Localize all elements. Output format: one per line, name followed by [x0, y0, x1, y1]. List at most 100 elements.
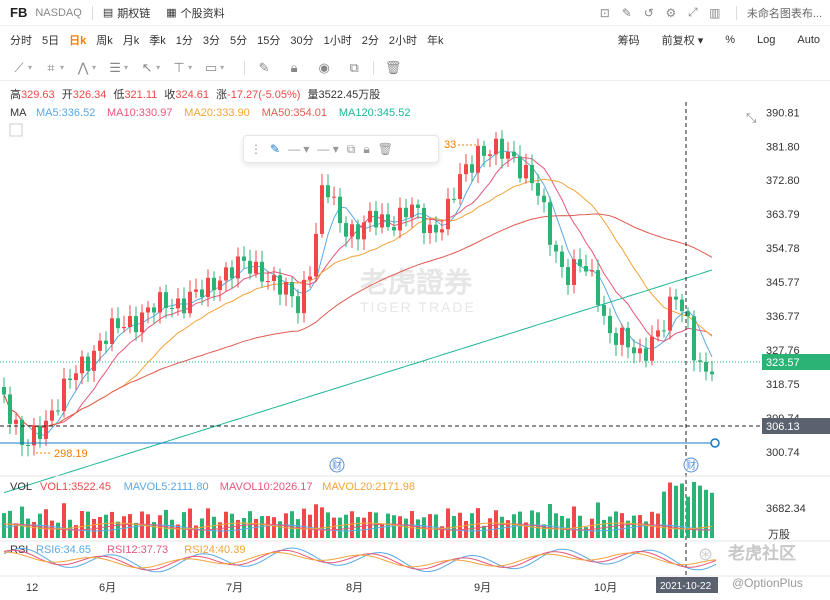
- rsi-lines: [3, 547, 717, 573]
- trend-line-icon[interactable]: ⟋: [14, 59, 24, 75]
- line-color-icon[interactable]: — ▾: [288, 142, 310, 156]
- candle-body: [680, 299, 684, 312]
- lock-icon[interactable]: 🔒︎: [363, 141, 370, 156]
- period-tab[interactable]: 5分: [230, 35, 248, 47]
- candle-body: [392, 226, 396, 231]
- drawing-toolbar: ⟋ ▾ ⌗ ▾ ⋀ ▾ ☰ ▾ ↖ ▾ ⊤ ▾ ▭ ▾ ✎ 🔒︎ ◉ ⧉ 🗑︎: [0, 55, 830, 81]
- percent-toggle[interactable]: %: [725, 34, 735, 46]
- legend-item: RSI12:37.73: [107, 544, 168, 556]
- pattern-icon[interactable]: ⋀: [77, 59, 89, 75]
- symbol[interactable]: FB: [10, 5, 28, 20]
- auto-toggle[interactable]: Auto: [797, 34, 820, 46]
- period-tab[interactable]: 3分: [202, 35, 220, 47]
- candle-body: [146, 307, 150, 313]
- divider: [373, 60, 375, 75]
- profile-icon: ▦: [166, 7, 177, 19]
- screenshot-icon[interactable]: ⊡: [599, 5, 610, 20]
- candle-body: [194, 289, 198, 292]
- arrow-icon[interactable]: ↖: [141, 59, 153, 75]
- candle-body: [68, 378, 72, 381]
- settings-icon[interactable]: ⚙: [665, 5, 677, 20]
- volume-bar: [314, 504, 318, 538]
- volume-bar: [266, 516, 270, 538]
- drag-handle-icon[interactable]: ⋮: [250, 142, 262, 156]
- pen-icon[interactable]: ✎: [258, 59, 270, 75]
- period-tab[interactable]: 2分: [361, 35, 379, 47]
- time-tick: 10月: [594, 582, 617, 594]
- layout-icon[interactable]: ▥: [709, 5, 721, 20]
- rsi-legend: RSI RSI6:34.65 RSI12:37.73 RSI24:40.39: [10, 544, 245, 556]
- period-tab[interactable]: 1分: [175, 35, 193, 47]
- trash-icon[interactable]: 🗑︎: [384, 59, 402, 75]
- chips-button[interactable]: 筹码: [617, 35, 640, 47]
- copy-icon[interactable]: ⧉: [349, 59, 359, 75]
- legend-item: MA20:333.90: [184, 107, 249, 119]
- period-tab[interactable]: 月k: [122, 35, 140, 47]
- candle-body: [626, 327, 630, 348]
- earnings-marker[interactable]: 财: [329, 457, 345, 473]
- refresh-icon[interactable]: ↺: [643, 5, 654, 20]
- period-tab[interactable]: 分时: [10, 35, 32, 47]
- level-handle[interactable]: [710, 438, 720, 448]
- candle-body: [416, 204, 420, 208]
- candle-body: [254, 261, 258, 274]
- profile-link[interactable]: ▦ 个股资料: [166, 7, 225, 20]
- time-tick: 7月: [226, 582, 243, 594]
- price-chart[interactable]: 高329.63 开326.34 低321.11 收324.61 涨-17.27(…: [0, 84, 830, 600]
- period-tab[interactable]: 年k: [427, 35, 444, 47]
- legend-item: MAVOL20:2171.98: [322, 481, 415, 493]
- candle-body: [422, 207, 426, 234]
- text-tool-icon[interactable]: ⊤: [173, 59, 185, 75]
- candle-body: [188, 291, 192, 314]
- lock-icon[interactable]: 🔒︎: [290, 59, 298, 75]
- volume-bar: [458, 512, 462, 538]
- pen-icon[interactable]: ✎: [270, 142, 281, 156]
- fib-icon[interactable]: ☰: [109, 59, 121, 75]
- candle-body: [488, 154, 492, 156]
- crosshair-price-tag: [762, 418, 830, 434]
- period-tab[interactable]: 2小时: [388, 35, 417, 47]
- volume-bar: [626, 520, 630, 538]
- fullscreen-icon[interactable]: ⤢: [688, 5, 698, 19]
- trash-icon[interactable]: 🗑︎: [377, 142, 393, 156]
- volume-bar: [680, 483, 684, 538]
- candle-body: [530, 164, 534, 184]
- crosshair-date-tag: [656, 577, 718, 593]
- adjust-dropdown[interactable]: 前复权 ▾: [661, 35, 704, 47]
- candle-body: [332, 196, 336, 198]
- layout-selector[interactable]: 未命名图表布...: [746, 7, 822, 20]
- high-marker: 33: [444, 139, 456, 151]
- edit-icon[interactable]: ✎: [621, 5, 632, 20]
- options-chain-icon: ▤: [102, 7, 114, 19]
- volume-bar: [152, 522, 156, 538]
- candle-body: [308, 276, 312, 280]
- floating-draw-toolbar: ⋮ ✎ — ▾ — ▾ ⧉ 🔒︎ 🗑︎: [243, 135, 439, 163]
- volume-bar: [302, 508, 306, 538]
- legend-collapse-toggle[interactable]: [9, 123, 23, 137]
- volume-bar: [242, 517, 246, 538]
- expand-icon[interactable]: ⤡: [746, 110, 757, 125]
- copy-icon[interactable]: ⧉: [346, 141, 356, 156]
- period-tab[interactable]: 5日: [42, 35, 60, 47]
- divider: [735, 5, 737, 20]
- volume-bar: [608, 516, 612, 538]
- period-tab[interactable]: 30分: [290, 35, 314, 47]
- period-tab[interactable]: 1小时: [323, 35, 352, 47]
- candle-body: [140, 312, 144, 333]
- candle-body: [638, 348, 642, 354]
- volume-bar: [434, 514, 438, 538]
- price-label-icon[interactable]: ▭: [204, 59, 218, 75]
- volume-bar: [356, 517, 360, 538]
- rectangle-icon[interactable]: ⌗: [47, 59, 55, 75]
- eye-icon[interactable]: ◉: [318, 59, 330, 75]
- period-tab-active[interactable]: 日k: [69, 35, 87, 47]
- svg-text:TIGER TRADE: TIGER TRADE: [360, 299, 476, 315]
- earnings-marker[interactable]: 财: [683, 457, 699, 473]
- period-tab[interactable]: 季k: [149, 35, 166, 47]
- options-chain-link[interactable]: ▤ 期权链: [102, 7, 151, 20]
- line-style-icon[interactable]: — ▾: [317, 142, 339, 156]
- period-tab[interactable]: 周k: [96, 35, 113, 47]
- period-tab[interactable]: 15分: [257, 35, 281, 47]
- log-toggle[interactable]: Log: [757, 34, 776, 46]
- legend-label: VOL: [10, 481, 32, 493]
